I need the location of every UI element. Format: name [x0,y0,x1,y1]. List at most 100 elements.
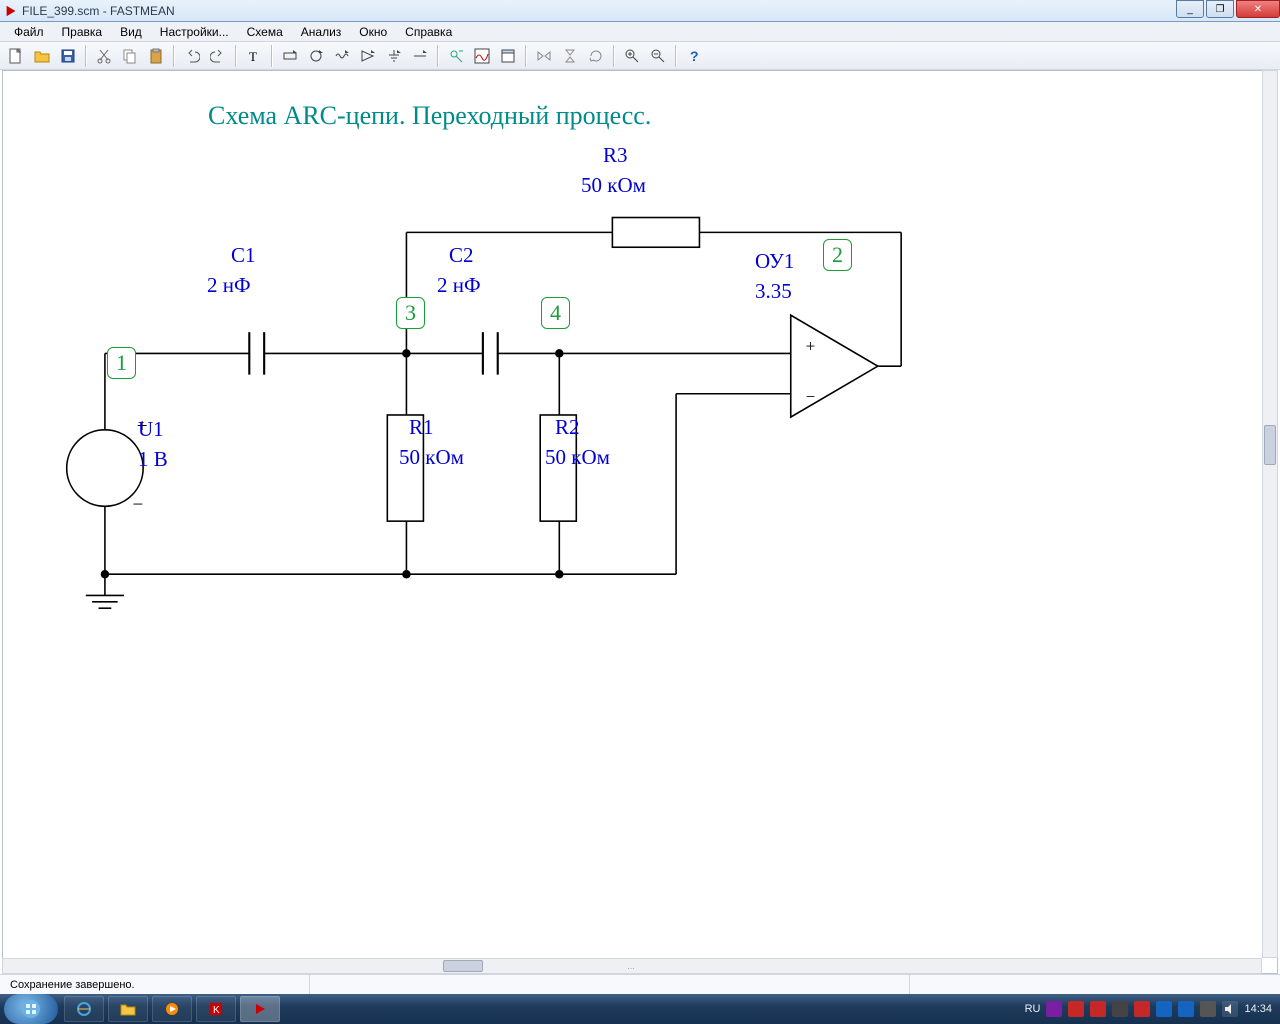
tray-icon-7[interactable] [1178,1001,1194,1017]
help-button[interactable]: ? [682,44,706,68]
schematic-canvas[interactable]: +−+− [3,71,1277,974]
lang-indicator[interactable]: RU [1025,1003,1041,1015]
comp1-button[interactable] [278,44,302,68]
redo-button[interactable] [206,44,230,68]
menu-file[interactable]: Файл [6,23,52,41]
svg-text:−: − [806,387,816,406]
status-spacer [310,975,910,994]
copy-icon [122,48,138,64]
tray-icon-1[interactable] [1046,1001,1062,1017]
copy-button[interactable] [118,44,142,68]
vertical-scrollbar[interactable] [1262,70,1278,958]
kaspersky-icon: K [208,1001,224,1017]
text-button[interactable]: T [242,44,266,68]
text-icon: T [246,48,262,64]
maximize-button[interactable]: ❐ [1206,0,1234,18]
comp3-button[interactable] [330,44,354,68]
menu-view[interactable]: Вид [112,23,150,41]
hscroll-grip: … [627,962,637,971]
new-button[interactable] [4,44,28,68]
hscroll-thumb[interactable] [443,960,483,972]
task-av[interactable]: K [196,996,236,1022]
taskbar: K RU 14:34 [0,994,1280,1024]
paste-icon [148,48,164,64]
redo-icon [210,48,226,64]
tray-icon-3[interactable] [1090,1001,1106,1017]
flip-h-button[interactable] [532,44,556,68]
menu-analysis[interactable]: Анализ [293,23,350,41]
menu-schema[interactable]: Схема [239,23,291,41]
undo-button[interactable] [180,44,204,68]
window-button[interactable] [496,44,520,68]
probe-button[interactable] [444,44,468,68]
menu-window[interactable]: Окно [351,23,395,41]
help-icon: ? [686,48,702,64]
schematic-label: R2 [555,415,580,440]
media-icon [164,1001,180,1017]
new-icon [8,48,24,64]
menu-help[interactable]: Справка [397,23,460,41]
schematic-label: C2 [449,243,474,268]
plot-button[interactable] [470,44,494,68]
vscroll-thumb[interactable] [1264,425,1276,465]
comp5-button[interactable] [382,44,406,68]
windows-icon [20,998,42,1020]
rotate-button[interactable] [584,44,608,68]
comp4-button[interactable] [356,44,380,68]
window-title: FILE_399.scm - FASTMEAN [22,4,175,18]
toolbar: T ? [0,42,1280,70]
source-icon [308,48,324,64]
opamp-icon [360,48,376,64]
statusbar: Сохранение завершено. [0,974,1280,994]
clock[interactable]: 14:34 [1244,1003,1272,1015]
tray-volume[interactable] [1222,1001,1238,1017]
comp2-button[interactable] [304,44,328,68]
status-message: Сохранение завершено. [0,975,310,994]
menu-edit[interactable]: Правка [54,23,111,41]
task-ie[interactable] [64,996,104,1022]
schematic-label: ОУ1 [755,249,794,274]
task-media[interactable] [152,996,192,1022]
wire-icon [412,48,428,64]
ground-icon [386,48,402,64]
close-button[interactable]: ✕ [1236,0,1280,18]
task-explorer[interactable] [108,996,148,1022]
menubar: Файл Правка Вид Настройки... Схема Анали… [0,22,1280,42]
tray-icon-6[interactable] [1156,1001,1172,1017]
open-icon [34,48,50,64]
svg-text:?: ? [690,48,699,64]
tray-icon-2[interactable] [1068,1001,1084,1017]
tray-icon-5[interactable] [1134,1001,1150,1017]
cut-button[interactable] [92,44,116,68]
flip-v-button[interactable] [558,44,582,68]
schematic-label: 50 кОм [581,173,646,198]
window-icon [500,48,516,64]
paste-button[interactable] [144,44,168,68]
svg-text:−: − [133,495,144,516]
zoom-in-button[interactable] [620,44,644,68]
tray-icon-4[interactable] [1112,1001,1128,1017]
schematic-label: R3 [603,143,628,168]
node-label: 4 [541,297,570,329]
menu-settings[interactable]: Настройки... [152,23,237,41]
maximize-icon: ❐ [1216,4,1225,15]
horizontal-scrollbar[interactable]: … [2,958,1262,974]
minimize-button[interactable]: _ [1176,0,1204,18]
start-button[interactable] [4,994,58,1024]
svg-text:T: T [249,49,257,64]
open-button[interactable] [30,44,54,68]
flip-h-icon [536,48,552,64]
workspace[interactable]: +−+− Схема ARC-цепи. Переходный процесс.… [2,70,1278,974]
svg-text:+: + [806,336,816,355]
probe-icon [448,48,464,64]
save-button[interactable] [56,44,80,68]
tray-icon-8[interactable] [1200,1001,1216,1017]
zoom-in-icon [624,48,640,64]
node-label: 2 [823,239,852,271]
task-app[interactable] [240,996,280,1022]
cut-icon [96,48,112,64]
ie-icon [76,1001,92,1017]
zoom-out-button[interactable] [646,44,670,68]
comp6-button[interactable] [408,44,432,68]
node-label: 3 [396,297,425,329]
